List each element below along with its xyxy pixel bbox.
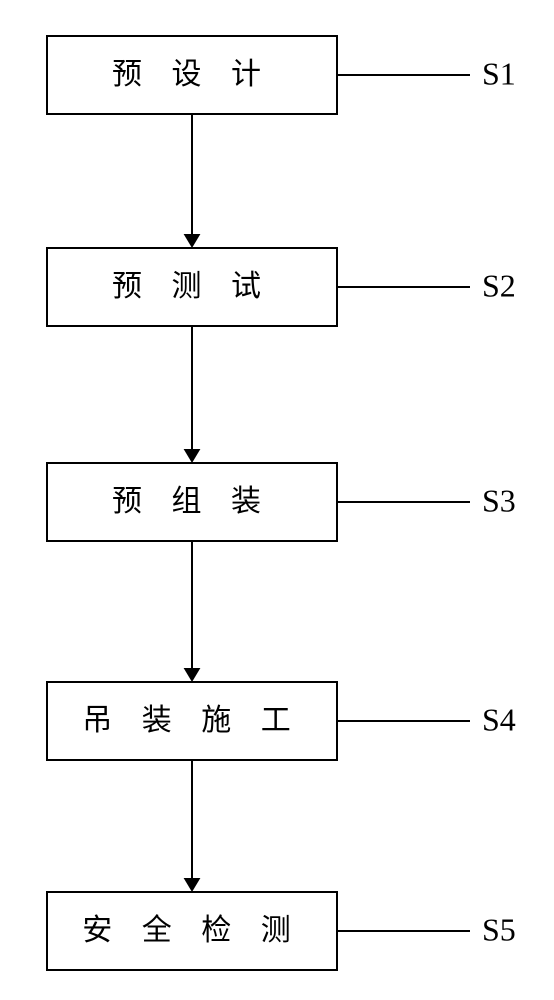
step-id-label: S1 — [482, 55, 516, 91]
flow-step: 安 全 检 测 S5 — [47, 892, 516, 970]
step-label: 预 设 计 — [112, 58, 272, 91]
step-label: 预 测 试 — [112, 270, 272, 303]
flow-step: 预 设 计 S1 — [47, 36, 516, 114]
arrowhead-icon — [184, 449, 201, 463]
step-label: 预 组 装 — [112, 485, 272, 518]
arrowhead-icon — [184, 878, 201, 892]
step-id-label: S4 — [482, 701, 516, 737]
step-label: 安 全 检 测 — [82, 914, 302, 947]
flow-step: 预 组 装 S3 — [47, 463, 516, 541]
arrowhead-icon — [184, 668, 201, 682]
step-id-label: S2 — [482, 267, 516, 303]
step-label: 吊 装 施 工 — [82, 704, 302, 737]
flow-step: 吊 装 施 工 S4 — [47, 682, 516, 760]
flow-step: 预 测 试 S2 — [47, 248, 516, 326]
arrowhead-icon — [184, 234, 201, 248]
step-id-label: S3 — [482, 482, 516, 518]
step-id-label: S5 — [482, 911, 516, 947]
